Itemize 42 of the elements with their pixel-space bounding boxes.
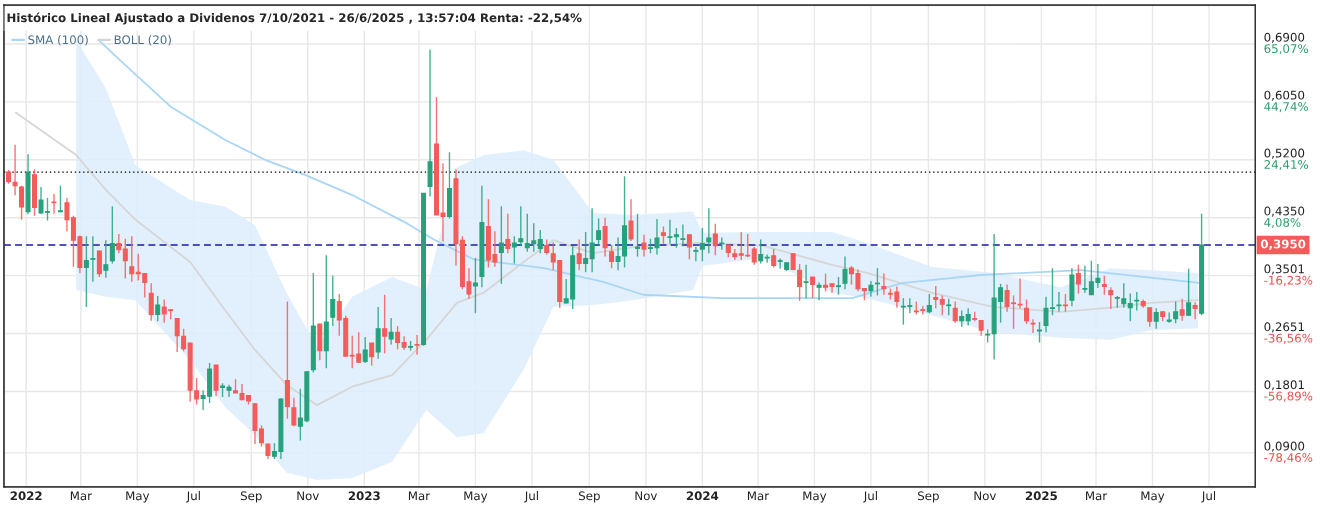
x-tick-label: Sep	[918, 491, 939, 503]
x-tick-label: May	[464, 491, 488, 503]
x-tick-label: 2024	[686, 491, 719, 501]
y-tick-label: 0,1801	[1264, 380, 1304, 391]
y-tick-label: 0,6900	[1264, 32, 1305, 43]
y2-tick-label: 65,07%	[1264, 44, 1309, 55]
x-tick-label: Jul	[524, 491, 538, 503]
y-tick-label: 0,5200	[1264, 148, 1305, 159]
legend-label: SMA (100)	[28, 35, 88, 46]
y2-tick-label: -78,46%	[1264, 453, 1313, 464]
y2-tick-label: 24,41%	[1264, 159, 1309, 171]
y-tick-label: 0,3501	[1264, 264, 1304, 275]
y-tick-label: 0,4350	[1264, 206, 1305, 217]
text: Histórico Lineal Ajustado a Dividenos 7/10/2021 - 26/6/2025 , 13:57:04 Renta: -22,54%	[7, 12, 582, 25]
x-tick-label: Jul	[186, 491, 200, 503]
y2-tick-label: 44,74%	[1264, 102, 1309, 113]
x-tick-label: Sep	[579, 491, 600, 503]
x-tick-label: 2023	[348, 491, 380, 501]
x-tick-label: Sep	[240, 491, 262, 503]
x-tick-label: Nov	[635, 491, 658, 501]
x-tick-label: 2025	[1025, 491, 1057, 501]
x-tick-label: Mar	[70, 491, 92, 501]
x-tick-label: Mar	[408, 491, 431, 501]
x-tick-label: Jul	[863, 491, 877, 503]
y2-tick-label: -16,23%	[1264, 275, 1313, 286]
x-tick-label: Nov	[297, 491, 319, 501]
x-tick-label: Mar	[747, 491, 770, 501]
x-tick-label: May	[1141, 491, 1165, 503]
x-tick-label: May	[126, 491, 150, 503]
x-tick-label: 2022	[10, 491, 42, 501]
x-tick-label: Nov	[974, 491, 997, 501]
ref-line-label: 0,3950	[1260, 239, 1306, 250]
legend-label: BOLL (20)	[114, 35, 171, 46]
y2-tick-label: -36,56%	[1264, 333, 1313, 344]
y-tick-label: 0,0900	[1264, 441, 1305, 452]
x-tick-label: Mar	[1086, 491, 1108, 501]
y-tick-label: 0,2651	[1264, 322, 1304, 333]
y2-tick-label: 4,08%	[1264, 217, 1301, 229]
x-tick-label: May	[803, 491, 827, 503]
y-tick-label: 0,6050	[1264, 90, 1305, 101]
x-tick-label: Jul	[1201, 491, 1216, 503]
y2-tick-label: -56,89%	[1264, 391, 1313, 402]
